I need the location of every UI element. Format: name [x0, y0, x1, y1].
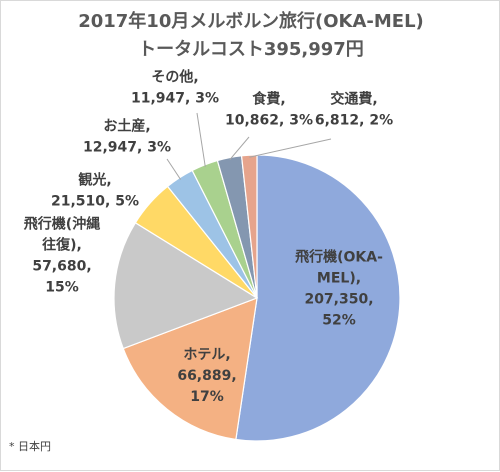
leader-line [166, 158, 182, 180]
chart-subtitle: トータルコスト395,997円 [138, 39, 364, 60]
slice-label-line: 57,680, [32, 259, 91, 275]
slice-label: 飛行機(沖縄往復), 57,680, 15% [23, 216, 100, 296]
leader-lines [166, 112, 332, 180]
chart-title: 2017年10月メルボルン旅行(OKA-MEL) [78, 11, 424, 32]
slice-label: 観光, 21,510, 5% [51, 172, 139, 210]
slice-label-line: 15% [45, 280, 79, 296]
slice-label-line: 21,510, 5% [51, 194, 139, 210]
slice-label-line: 207,350, [304, 292, 373, 308]
pie-slices [113, 154, 401, 442]
slice-label-line: 飛行機(OKA- [294, 249, 383, 266]
slice-label-line: 食費, [252, 91, 285, 108]
footnote: * 日本円 [9, 440, 51, 453]
slice-label-line: ホテル, [183, 347, 230, 363]
slice-label-line: MEL), [317, 271, 361, 287]
slice-label-line: 10,862, 3% [225, 113, 313, 129]
slice-label-line: その他, [151, 69, 198, 86]
pie-slice [235, 154, 401, 442]
leader-line [229, 136, 250, 161]
slice-label: ホテル, 66,889, 17% [177, 347, 236, 405]
slice-label-line: お土産, [103, 118, 150, 135]
slice-label-line: 往復), [42, 237, 82, 254]
slice-label-line: 6,812, 2% [315, 113, 393, 129]
data-labels: 飛行機(OKA- MEL), 207,350, 52% ホテル, 66,889, 17% 飛行… [23, 69, 393, 406]
leader-line [249, 138, 332, 158]
slice-label-line: 66,889, [177, 368, 236, 384]
slice-label-line: 11,947, 3% [131, 91, 219, 107]
pie-slice [122, 297, 258, 441]
slice-label: その他, 11,947, 3% [131, 69, 219, 107]
slice-label-line: 12,947, 3% [83, 140, 171, 156]
slice-label: 飛行機(OKA- MEL), 207,350, 52% [294, 249, 383, 329]
slice-label: 食費, 10,862, 3% [225, 91, 313, 129]
slice-label-line: 交通費, [330, 91, 377, 108]
leader-line [196, 112, 206, 167]
pie-slice [113, 221, 259, 350]
slice-label: 交通費, 6,812, 2% [315, 91, 393, 129]
slice-label-line: 52% [322, 313, 356, 329]
slice-label-line: 観光, [78, 172, 111, 189]
slice-label: お土産, 12,947, 3% [83, 118, 171, 156]
slice-label-line: 飛行機(沖縄 [23, 216, 100, 233]
slice-label-line: 17% [190, 389, 224, 405]
